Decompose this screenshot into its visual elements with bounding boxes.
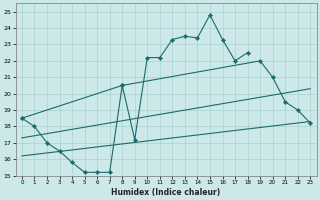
X-axis label: Humidex (Indice chaleur): Humidex (Indice chaleur) (111, 188, 221, 197)
